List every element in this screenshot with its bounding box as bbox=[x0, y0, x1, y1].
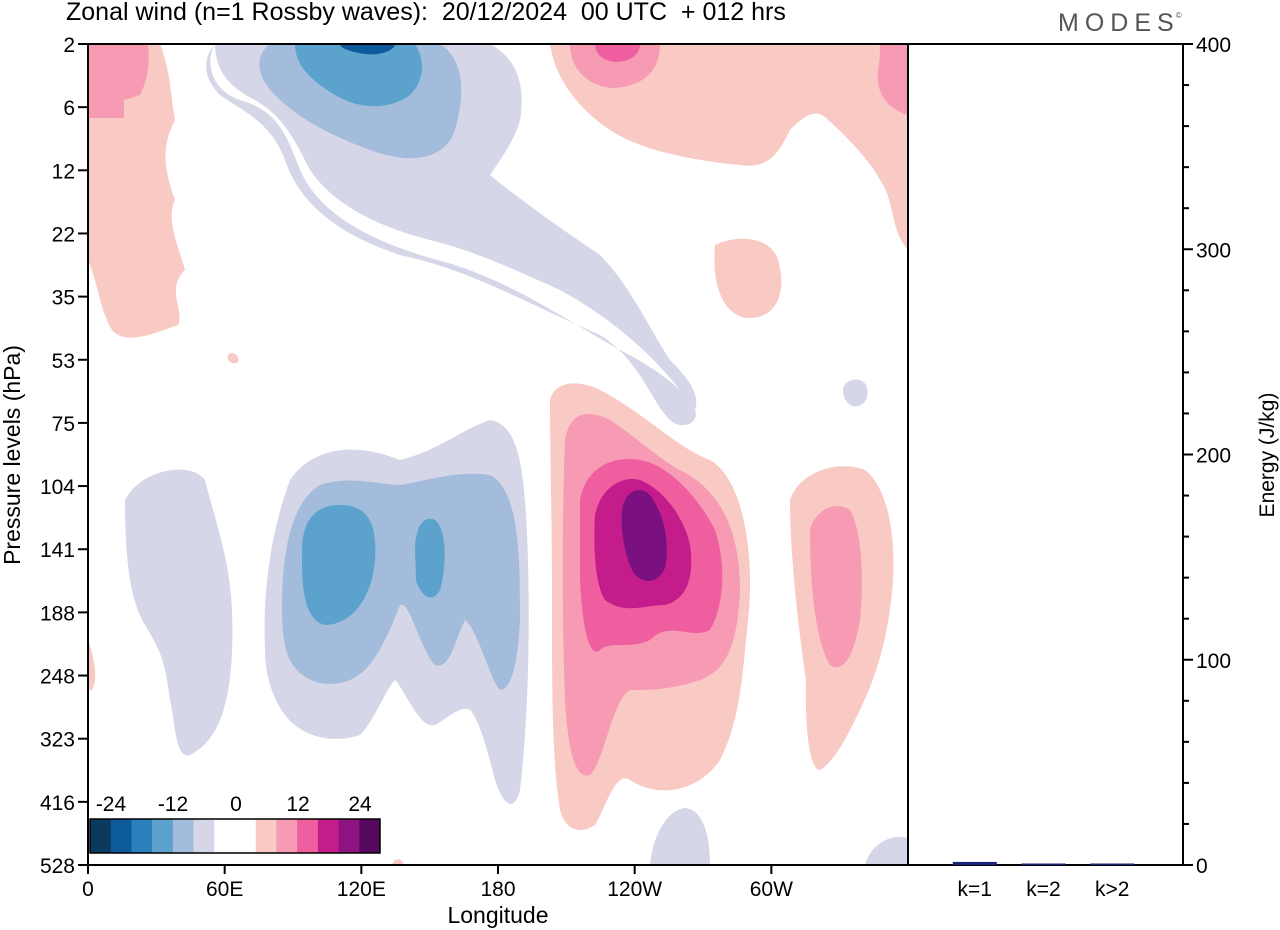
contour-neg-band-lower-main-2 bbox=[301, 505, 376, 625]
colorbar-label: -12 bbox=[158, 793, 188, 816]
pressure-tick-label: 323 bbox=[40, 729, 75, 752]
energy-tick-label: 400 bbox=[1196, 34, 1231, 57]
contour-field bbox=[88, 44, 908, 865]
pressure-tick-label: 35 bbox=[52, 287, 75, 310]
contour-pos-blob-22hpa bbox=[714, 238, 782, 319]
contour-neg-blob-small bbox=[843, 379, 868, 407]
energy-category-label: k>2 bbox=[1095, 878, 1129, 901]
colorbar-swatch bbox=[193, 819, 215, 853]
energy-bar bbox=[1021, 863, 1066, 865]
y-axis-label: Pressure levels (hPa) bbox=[0, 345, 25, 565]
energy-categories: k=1 k=2 k>2 bbox=[958, 878, 1130, 901]
energy-axis-label: Energy (J/kg) bbox=[1256, 393, 1279, 518]
energy-category-label: k=2 bbox=[1026, 878, 1060, 901]
longitude-tick-label: 120W bbox=[607, 878, 662, 901]
contour-pos-band-upper-right-2 bbox=[877, 44, 908, 115]
energy-tick-label: 0 bbox=[1196, 855, 1208, 878]
longitude-axis: 0 60E 120E 180 120W 60W bbox=[82, 865, 793, 901]
contour-neg-band-upper bbox=[206, 44, 697, 426]
colorbar-swatch bbox=[172, 819, 194, 853]
pressure-tick-label: 12 bbox=[52, 160, 75, 183]
copyright-mark: © bbox=[1175, 11, 1182, 20]
contour-pos-blob-small bbox=[227, 352, 239, 364]
colorbar-swatch bbox=[235, 819, 257, 853]
colorbar-label: -24 bbox=[96, 793, 127, 816]
contour-pos-band-upper-right bbox=[550, 44, 908, 250]
longitude-tick-label: 0 bbox=[82, 878, 94, 901]
pressure-tick-label: 416 bbox=[40, 792, 75, 815]
contour-pos-fleck-left bbox=[88, 640, 96, 690]
contour-pos-band-lower-right-1 bbox=[810, 506, 862, 668]
pressure-tick-label: 75 bbox=[52, 413, 75, 436]
contour-neg-band-lower-main-3 bbox=[415, 518, 445, 598]
colorbar-label: 0 bbox=[230, 793, 242, 816]
longitude-tick-label: 60E bbox=[206, 878, 243, 901]
colorbar-swatch bbox=[276, 819, 298, 853]
longitude-tick-label: 60W bbox=[750, 878, 793, 901]
pressure-tick-label: 53 bbox=[52, 350, 75, 373]
energy-bar bbox=[1090, 863, 1135, 865]
contour-pos-band-lower-main-4 bbox=[621, 490, 667, 582]
longitude-tick-label: 180 bbox=[480, 878, 515, 901]
contour-neg-blob-bottom bbox=[650, 808, 710, 865]
chart-title: Zonal wind (n=1 Rossby waves): 20/12/202… bbox=[66, 0, 786, 26]
colorbar-swatch bbox=[317, 819, 339, 853]
energy-tick-label: 300 bbox=[1196, 239, 1231, 262]
colorbar-swatch bbox=[359, 819, 381, 853]
pressure-tick-label: 104 bbox=[40, 476, 75, 499]
pressure-tick-label: 22 bbox=[52, 223, 75, 246]
pressure-tick-label: 188 bbox=[40, 602, 75, 625]
contour-neg-band-upper-3 bbox=[340, 44, 395, 55]
contour-neg-blob-corner bbox=[865, 836, 908, 865]
colorbar-swatch bbox=[214, 819, 236, 853]
pressure-tick-label: 6 bbox=[63, 97, 75, 120]
colorbar-swatch bbox=[297, 819, 319, 853]
colorbar-legend: -24 -12 0 12 24 bbox=[88, 784, 383, 856]
energy-tick-label: 100 bbox=[1196, 650, 1231, 673]
pressure-tick-label: 141 bbox=[40, 539, 75, 562]
pressure-axis: 2 6 12 22 35 53 75 104 141 188 248 323 416 528 bbox=[40, 34, 88, 878]
contour-pos-band-upper-right-3 bbox=[595, 44, 640, 62]
colorbar-swatch bbox=[152, 819, 174, 853]
colorbar-swatch bbox=[338, 819, 360, 853]
colorbar-swatch bbox=[90, 819, 112, 853]
colorbar-label: 24 bbox=[348, 793, 372, 816]
contour-pos-band-upper-left-1 bbox=[88, 44, 149, 118]
colorbar-label: 12 bbox=[286, 793, 309, 816]
pressure-tick-label: 528 bbox=[40, 855, 75, 878]
energy-panel bbox=[908, 43, 1184, 866]
energy-category-label: k=1 bbox=[958, 878, 992, 901]
pressure-tick-label: 2 bbox=[63, 34, 75, 57]
colorbar-swatch bbox=[255, 819, 277, 853]
energy-tick-label: 200 bbox=[1196, 445, 1231, 468]
longitude-tick-label: 120E bbox=[337, 878, 386, 901]
brand-text: MODES bbox=[1058, 9, 1180, 37]
energy-bar bbox=[952, 861, 997, 865]
contour-pos-blob-bottom bbox=[392, 859, 404, 865]
contour-neg-band-lower-left bbox=[125, 469, 233, 756]
colorbar-swatch bbox=[110, 819, 132, 853]
modes-logo: MODES© bbox=[1058, 9, 1186, 38]
colorbar-frame bbox=[89, 818, 381, 854]
contour-pos-band-upper-right-1 bbox=[570, 44, 660, 88]
energy-axis-ticks: 0 100 200 300 400 bbox=[1183, 34, 1231, 878]
x-axis-label: Longitude bbox=[447, 902, 548, 928]
colorbar-swatch bbox=[131, 819, 153, 853]
contour-neg-band-upper-2 bbox=[295, 44, 422, 107]
energy-bars bbox=[952, 861, 1135, 865]
pressure-tick-label: 248 bbox=[40, 666, 75, 689]
